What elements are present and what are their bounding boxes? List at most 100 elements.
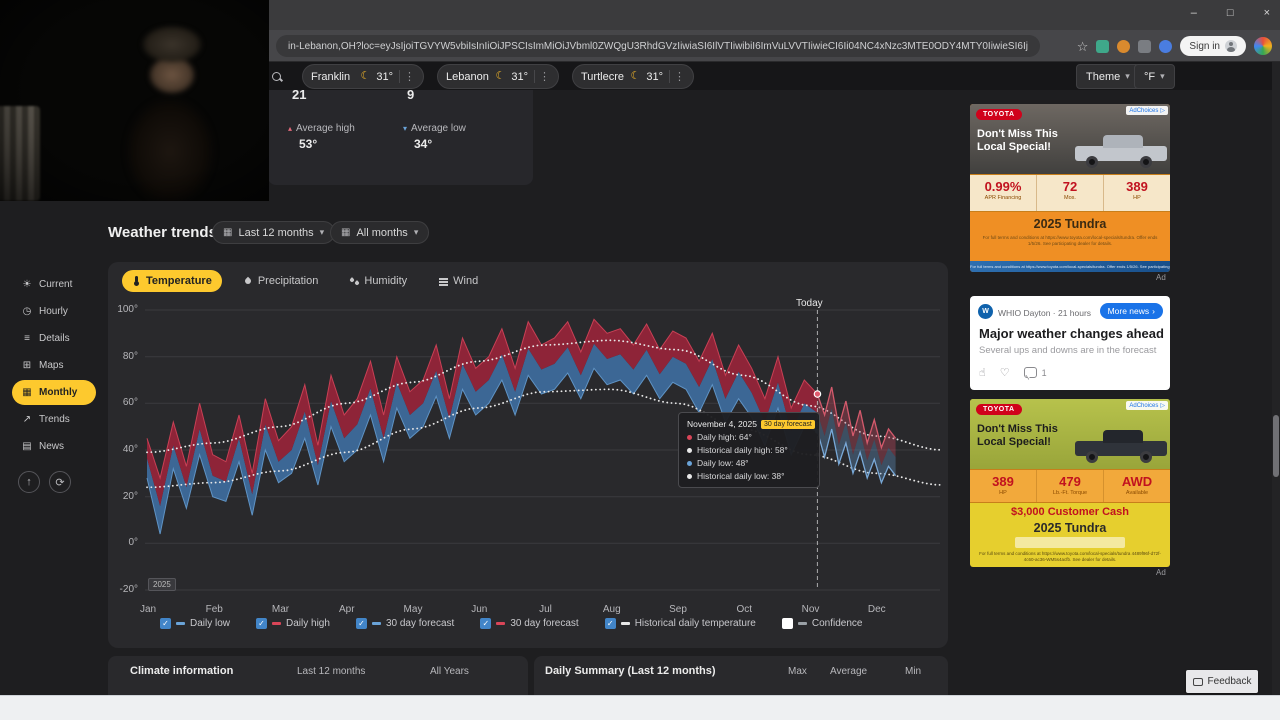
down-tick-icon: ▾: [403, 124, 408, 133]
legend-swatch: [272, 622, 282, 625]
chart-tab-bar: Temperature Precipitation Humidity Wind: [122, 270, 488, 292]
chevron-down-icon: ▾: [1125, 71, 1130, 81]
legend-item[interactable]: ✓ Historical daily temperature: [604, 618, 756, 629]
x-axis-label: Jun: [471, 604, 488, 615]
url-text: in-Lebanon,OH?loc=eyJsIjoiTGVYW5vbiIsInI…: [288, 40, 1028, 52]
truck-image: [1075, 425, 1167, 465]
climate-col-last12[interactable]: Last 12 months: [297, 666, 366, 677]
y-axis-label: 20°: [122, 490, 138, 502]
legend-checkbox[interactable]: ✓: [256, 618, 268, 629]
chart-tab-temperature[interactable]: Temperature: [122, 270, 222, 292]
y-axis-label: 80°: [122, 350, 138, 362]
extension-c-icon[interactable]: [1138, 39, 1152, 53]
legend-item[interactable]: ✓ Daily high: [256, 618, 330, 629]
sign-in-button[interactable]: Sign in: [1180, 36, 1246, 56]
range-dropdown-label: Last 12 months: [238, 226, 314, 239]
ad-image-area: TOYOTA AdChoices ▷ Don't Miss This Local …: [970, 104, 1170, 174]
heart-icon[interactable]: ♡: [999, 367, 1010, 379]
droplet-icon: [244, 276, 253, 286]
location-chip-lebanon[interactable]: Lebanon ☾ 31° ⋮: [437, 64, 559, 89]
extension-b-icon[interactable]: [1117, 39, 1131, 53]
extension-d-icon[interactable]: [1159, 39, 1173, 53]
sidebar-item-label: Hourly: [39, 306, 68, 317]
scrollbar-thumb[interactable]: [1273, 415, 1279, 477]
sidebar-item-current[interactable]: ☀ Current: [12, 272, 96, 297]
average-low-value: 34°: [414, 137, 433, 151]
climate-col-allyears[interactable]: All Years: [430, 666, 469, 677]
legend-item[interactable]: Confidence: [781, 618, 863, 629]
ad-stat-label: Available: [1125, 490, 1149, 496]
legend-swatch: [496, 622, 506, 625]
scroll-to-top-button[interactable]: ↑: [18, 471, 40, 493]
legend-label: Daily low: [190, 618, 231, 629]
legend-checkbox[interactable]: [781, 618, 793, 629]
profile-avatar[interactable]: [1254, 37, 1272, 55]
sidebar-item-maps[interactable]: ⊞ Maps: [12, 353, 96, 378]
streamer-image: [60, 10, 260, 201]
user-icon: [1225, 40, 1237, 52]
chart-tab-label: Precipitation: [257, 275, 319, 287]
theme-dropdown[interactable]: Theme ▾: [1076, 64, 1140, 89]
chip-menu-icon[interactable]: ⋮: [669, 70, 685, 83]
comment-icon[interactable]: [1023, 367, 1037, 378]
news-source: WHIO Dayton · 21 hours: [998, 308, 1092, 318]
legend-label: Confidence: [811, 618, 863, 629]
adchoices-icon: ▷: [1160, 403, 1165, 409]
ad-stat: 389 HP: [1104, 175, 1170, 211]
chart-tab-wind[interactable]: Wind: [429, 270, 488, 292]
theme-label: Theme: [1086, 70, 1121, 83]
average-high-value: 53°: [299, 137, 318, 151]
legend-checkbox[interactable]: ✓: [480, 618, 492, 629]
news-card[interactable]: W WHIO Dayton · 21 hours More news › Majo…: [970, 296, 1170, 390]
sidebar-item-news[interactable]: ▤ News: [12, 434, 96, 459]
location-chip-franklin[interactable]: Franklin ☾ 31° ⋮: [302, 64, 424, 89]
location-chip-turtlecreek[interactable]: Turtlecreek ☾ 31° ⋮: [572, 64, 694, 89]
refresh-button[interactable]: ⟳: [49, 471, 71, 493]
more-news-button[interactable]: More news ›: [1099, 303, 1163, 319]
close-button[interactable]: ×: [1263, 7, 1270, 19]
ad-fine-print: For full terms and conditions at https:/…: [982, 235, 1158, 246]
minimize-button[interactable]: –: [1190, 7, 1197, 19]
map-icon: ⊞: [22, 360, 32, 371]
series-dot: [687, 460, 692, 466]
address-bar[interactable]: in-Lebanon,OH?loc=eyJsIjoiTGVYW5vbiIsInI…: [276, 35, 1040, 57]
page-scrollbar[interactable]: [1272, 62, 1280, 695]
chart-tab-humidity[interactable]: Humidity: [340, 270, 417, 292]
legend-checkbox[interactable]: ✓: [355, 618, 367, 629]
page-title: Weather trends: [108, 224, 217, 241]
location-name: Lebanon: [446, 70, 489, 83]
chip-menu-icon[interactable]: ⋮: [534, 70, 550, 83]
ad-stats-row: 0.99% APR Financing 72 Mos. 389 HP: [970, 174, 1170, 212]
favorites-icon[interactable]: ☆: [1076, 38, 1089, 54]
toyota-ad-bottom[interactable]: TOYOTA AdChoices ▷ Don't Miss This Local …: [970, 399, 1170, 567]
legend-item[interactable]: ✓ Daily low: [160, 618, 230, 629]
extension-a-icon[interactable]: [1096, 39, 1110, 53]
toyota-ad-top[interactable]: TOYOTA AdChoices ▷ Don't Miss This Local …: [970, 104, 1170, 272]
unit-dropdown[interactable]: °F ▾: [1134, 64, 1175, 89]
x-axis-label: Dec: [867, 604, 886, 615]
temperature-chart[interactable]: [145, 309, 943, 591]
legend-item[interactable]: ✓ 30 day forecast: [355, 618, 454, 629]
moon-icon: ☾: [630, 70, 641, 82]
range-dropdown[interactable]: ▦ Last 12 months ▾: [212, 221, 336, 244]
legend-checkbox[interactable]: ✓: [160, 618, 171, 629]
legend-label: 30 day forecast: [510, 618, 579, 629]
feedback-button[interactable]: Feedback: [1186, 670, 1258, 693]
ad-stat-value: 0.99%: [984, 179, 1022, 194]
chart-tab-precipitation[interactable]: Precipitation: [234, 270, 329, 292]
sidebar-item-trends[interactable]: ↗ Trends: [12, 407, 96, 432]
news-headline[interactable]: Major weather changes ahead: [979, 326, 1164, 341]
chip-menu-icon[interactable]: ⋮: [399, 70, 415, 83]
adchoices-badge[interactable]: AdChoices ▷: [1126, 401, 1168, 410]
thumbs-up-icon[interactable]: ☝: [979, 367, 986, 379]
legend-item[interactable]: ✓ 30 day forecast: [480, 618, 579, 629]
sidebar-item-monthly[interactable]: ▦ Monthly: [12, 380, 96, 405]
adchoices-badge[interactable]: AdChoices ▷: [1126, 106, 1168, 115]
maximize-button[interactable]: □: [1226, 7, 1234, 19]
ad-stat: AWD Available: [1104, 470, 1170, 502]
sidebar-item-hourly[interactable]: ◷ Hourly: [12, 299, 96, 324]
months-dropdown[interactable]: ▦ All months ▾: [330, 221, 430, 244]
sidebar-item-details[interactable]: ≡ Details: [12, 326, 96, 351]
legend-checkbox[interactable]: ✓: [604, 618, 616, 629]
search-icon[interactable]: [272, 72, 283, 83]
